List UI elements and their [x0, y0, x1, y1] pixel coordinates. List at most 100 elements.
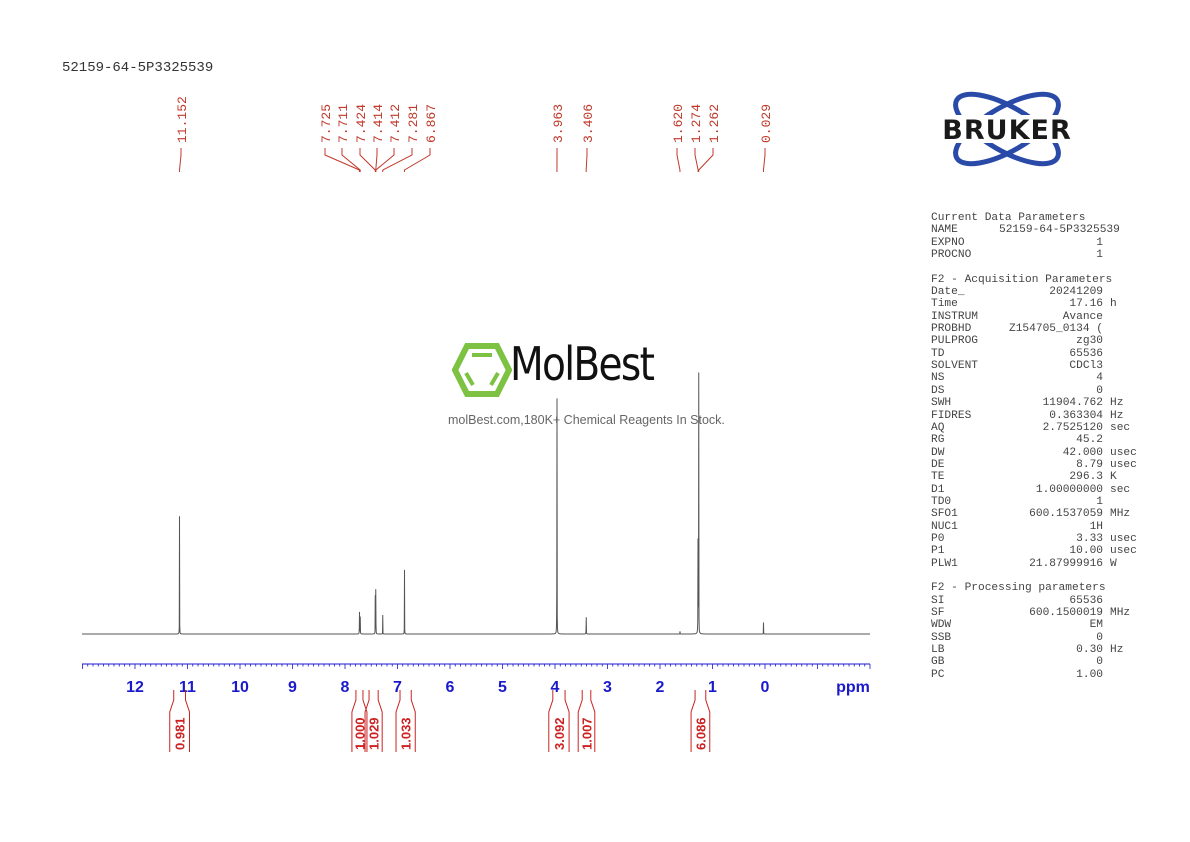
param-unit [1103, 311, 1110, 323]
x-tick-label: 0 [761, 679, 770, 696]
x-axis-label: ppm [836, 679, 870, 696]
param-unit [1103, 372, 1110, 384]
param-unit: h [1110, 298, 1117, 311]
param-row: TE 296.3 K [931, 471, 1137, 483]
param-row: SF 600.1500019 MHz [931, 607, 1137, 619]
param-value: 4 [1096, 372, 1103, 385]
peak-label: 0.029 [759, 104, 774, 172]
param-row: Date_ 20241209 [931, 286, 1137, 298]
param-key: SI [931, 594, 945, 607]
integral-marker: 1.029 [364, 690, 383, 752]
param-unit: MHz [1110, 607, 1131, 619]
param-unit: Hz [1110, 397, 1124, 410]
peak-label-connector [585, 148, 588, 172]
peak-label-text: 7.711 [336, 104, 351, 143]
param-key: SSB [931, 631, 952, 644]
param-unit [1103, 496, 1110, 508]
x-tick-label: 4 [551, 679, 560, 696]
param-value: 65536 [1069, 594, 1103, 607]
param-unit: sec [1110, 483, 1131, 496]
param-value: 296.3 [1069, 471, 1103, 484]
integral-value: 0.981 [173, 717, 188, 750]
param-unit [1103, 521, 1110, 533]
integral-value: 6.086 [693, 717, 708, 750]
param-row: TD0 1 [931, 496, 1137, 508]
param-key: PC [931, 668, 945, 681]
molbest-brand: MolBest [510, 337, 655, 391]
x-tick-label: 2 [656, 679, 665, 696]
peak-label: 7.424 [354, 104, 376, 172]
param-key: SFO1 [931, 508, 958, 521]
peak-label-connector [179, 148, 182, 172]
param-value: 42.000 [1062, 446, 1103, 459]
param-value: Avance [1062, 310, 1103, 323]
peak-label: 1.620 [671, 104, 686, 172]
param-row: NS 4 [931, 372, 1137, 384]
benzene-hexagon-icon [452, 343, 512, 397]
peak-label: 3.406 [581, 104, 596, 172]
param-key: FIDRES [931, 409, 972, 422]
param-row: DS 0 [931, 385, 1137, 397]
x-tick-label: 1 [708, 679, 717, 696]
param-value: 11904.762 [1042, 397, 1103, 410]
param-row: RG 45.2 [931, 434, 1137, 446]
param-value: 0 [1096, 656, 1103, 669]
param-key: DS [931, 384, 945, 397]
param-value: 8.79 [1076, 458, 1103, 471]
param-section-heading: Current Data Parameters [931, 212, 1086, 224]
peak-label: 3.963 [551, 104, 566, 172]
param-row: PC 1.00 [931, 669, 1137, 681]
integral-bracket [577, 690, 596, 752]
param-key: TE [931, 471, 945, 484]
param-unit [1103, 323, 1110, 335]
param-value: 65536 [1069, 347, 1103, 360]
peak-label-text: 7.424 [354, 104, 369, 143]
param-value: 1H [1089, 520, 1103, 533]
peak-label-connector [403, 148, 431, 172]
param-key: INSTRUM [931, 310, 978, 323]
param-key: Date_ [931, 286, 965, 299]
integral-value: 1.000 [352, 717, 367, 750]
integral-bracket [351, 690, 368, 752]
peak-label: 7.725 [319, 104, 360, 172]
param-value: Z154705_0134 ( [1009, 323, 1103, 336]
peak-label: 1.274 [689, 104, 704, 172]
param-key: GB [931, 656, 945, 669]
param-value: 52159-64-5P3325539 [999, 224, 1120, 237]
param-unit [1103, 360, 1110, 372]
param-unit [1103, 595, 1110, 607]
param-value: zg30 [1076, 335, 1103, 348]
x-tick-label: 3 [603, 679, 612, 696]
param-row: Time 17.16 h [931, 298, 1137, 310]
param-key: WDW [931, 619, 952, 632]
peak-label-text: 3.406 [581, 104, 596, 143]
param-key: PROCNO [931, 249, 972, 262]
param-unit [1103, 669, 1110, 681]
param-value: 1 [1096, 249, 1103, 262]
param-row: WDW EM [931, 619, 1137, 631]
param-key: PROBHD [931, 323, 972, 336]
param-row: P1 10.00 usec [931, 545, 1137, 557]
param-value: 600.1537059 [1029, 508, 1103, 521]
param-key: SWH [931, 397, 952, 410]
param-row: AQ 2.7525120 sec [931, 422, 1137, 434]
param-row: D1 1.00000000 sec [931, 484, 1137, 496]
parameters-panel: Current Data Parameters NAME 52159-64-5P33… [931, 212, 1137, 681]
param-value: 0.30 [1076, 644, 1103, 657]
param-value: 1 [1096, 236, 1103, 249]
param-row: PULPROG zg30 [931, 335, 1137, 347]
param-unit: MHz [1110, 508, 1131, 521]
x-tick-label: 8 [341, 679, 350, 696]
integral-marker: 0.981 [169, 690, 190, 752]
param-value: 0.363304 [1049, 409, 1103, 422]
param-row: INSTRUM Avance [931, 311, 1137, 323]
param-key: RG [931, 434, 945, 447]
peak-label-connector [382, 148, 413, 172]
integral-marker: 6.086 [690, 690, 711, 752]
x-tick-label: 6 [446, 679, 455, 696]
peak-label: 7.711 [336, 104, 361, 172]
param-value: 1 [1096, 495, 1103, 508]
param-key: PLW1 [931, 557, 958, 570]
param-row: SI 65536 [931, 595, 1137, 607]
